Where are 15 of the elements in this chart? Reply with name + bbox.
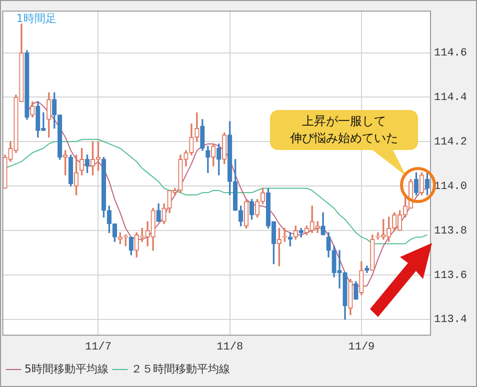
y-tick-label: 114.0 [434, 180, 468, 193]
annotation: 伸び悩み始めていた [290, 130, 398, 147]
y-tick-label: 114.4 [434, 92, 468, 104]
legend-label: 5時間移動平均線 [24, 362, 108, 376]
y-tick-label: 113.4 [434, 314, 468, 326]
legend-label: ２５時間移動平均線 [131, 362, 230, 376]
x-tick-label: 11/8 [216, 341, 244, 354]
y-tick-label: 114.2 [434, 136, 468, 149]
x-tick-label: 11/9 [348, 341, 375, 354]
y-tick-label: 113.8 [434, 225, 468, 238]
y-tick-label: 114.6 [434, 48, 468, 60]
x-tick-label: 11/7 [85, 341, 112, 354]
annotation: 上昇が一服して [301, 113, 387, 130]
y-tick-label: 113.6 [434, 270, 468, 282]
annotation: 1時間足 [16, 12, 56, 25]
